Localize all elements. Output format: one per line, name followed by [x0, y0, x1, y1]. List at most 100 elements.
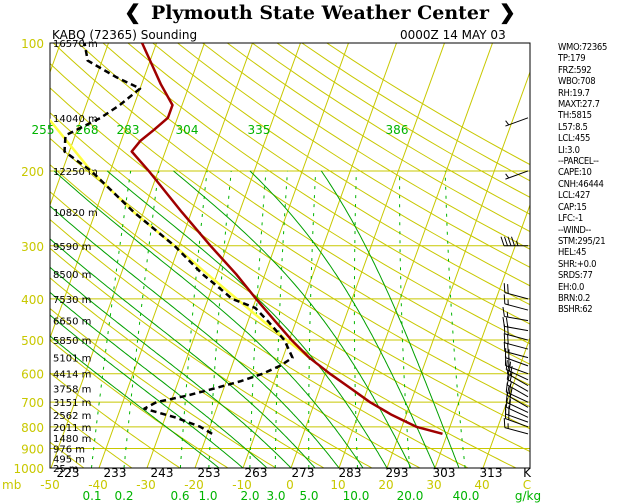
stability-index-item: WBO:708: [558, 76, 596, 88]
dry-adiabat-line: [251, 43, 530, 215]
dry-adiabat-line: [151, 43, 530, 287]
pressure-labels: 100 200 300 400 500 600 700 800 900 1000: [13, 37, 44, 476]
temperature-tick-label: 10: [330, 478, 345, 492]
mixing-ratio-tick-label: 40.0: [453, 489, 480, 503]
theta-label: 386: [386, 123, 409, 137]
dry-adiabat-line: [50, 339, 229, 468]
dry-adiabat-line: [50, 247, 373, 468]
moist-adiabat-line: [50, 314, 244, 468]
wind-barb: [504, 404, 529, 423]
stability-index-item: --WIND--: [558, 224, 592, 236]
wind-barb: [503, 341, 529, 359]
stability-index-item: CAP:15: [558, 201, 587, 213]
moist-adiabat-line: [50, 291, 268, 468]
temperature-tick-label: -30: [136, 478, 156, 492]
height-label: 3151 m: [53, 398, 91, 409]
moist-adiabat-line: [320, 170, 460, 468]
background-lines: [0, 24, 530, 477]
pressure-tick-label: 900: [21, 443, 44, 457]
mixing-ratio-tick-label: 2.0: [240, 489, 259, 503]
dry-adiabat-line: [127, 43, 530, 306]
temperature-tick-label: 30: [426, 478, 441, 492]
stability-index-item: FRZ:592: [558, 64, 592, 76]
height-label: 2011 m: [53, 423, 91, 434]
mixing-ratio-tick-label: 0.2: [114, 489, 133, 503]
mixing-ratio-line: [444, 170, 466, 468]
wind-barb: [505, 170, 529, 180]
kelvin-tick-label: 313: [480, 466, 503, 480]
theta-label: 283: [117, 123, 140, 137]
isotherm-line: [0, 24, 20, 477]
height-label: 14040 m: [53, 114, 98, 125]
wind-barb: [506, 385, 529, 408]
height-label: 495 m: [53, 455, 85, 466]
mixing-ratio-axis-label: g/kg: [515, 489, 541, 503]
pressure-tick-label: 600: [21, 368, 44, 382]
height-label: 16570 m: [53, 39, 98, 50]
wind-barb: [503, 418, 529, 435]
dry-adiabat-line: [226, 43, 530, 233]
stability-index-item: CNH:46444: [558, 178, 604, 190]
pressure-tick-label: 200: [21, 165, 44, 179]
dry-adiabat-line: [176, 43, 530, 268]
theta-label: 255: [32, 123, 55, 137]
moist-adiabat-line: [53, 170, 364, 468]
temperature-line: [130, 43, 443, 436]
mixing-ratio-line: [208, 170, 232, 468]
time-label: 0000Z 14 MAY 03: [400, 28, 506, 42]
page-title-text: Plymouth State Weather Center: [150, 2, 490, 24]
kelvin-tick-label: 243: [151, 466, 174, 480]
mixing-ratio-tick-label: 0.1: [82, 489, 101, 503]
height-label: 6650 m: [53, 317, 91, 328]
dry-adiabat-line: [102, 43, 530, 325]
stability-index-item: STM:295/21: [558, 235, 606, 247]
height-label: 12250 m: [53, 167, 98, 178]
dry-adiabat-line: [50, 137, 530, 453]
mixing-ratio-tick-label: 20.0: [397, 489, 424, 503]
height-labels: 16570 m 14040 m 12250 m 10820 m 9590 m 8500 m…: [53, 39, 98, 475]
stability-index-item: WMO:72365: [558, 42, 608, 53]
height-label: 3758 m: [53, 384, 91, 395]
moist-adiabat-line: [173, 170, 412, 468]
mixing-ratio-tick-label: 1.0: [198, 489, 217, 503]
mixing-ratio-tick-label: 3.0: [266, 489, 285, 503]
pressure-tick-label: 300: [21, 240, 44, 254]
stability-index-item: EH:0.0: [558, 281, 585, 293]
dry-adiabat-line: [50, 62, 530, 386]
height-label: 976 m: [53, 445, 85, 456]
stability-index-item: LI:3.0: [558, 144, 580, 156]
stability-index-item: BSHR:62: [558, 304, 593, 316]
height-label: 1480 m: [53, 434, 91, 445]
stability-index-item: HEL:45: [558, 247, 587, 259]
kelvin-tick-label: 273: [292, 466, 315, 480]
temperature-tick-label: -10: [232, 478, 252, 492]
pressure-tick-label: 500: [21, 334, 44, 348]
moist-adiabat-line: [249, 170, 436, 468]
isotherm-line: [146, 43, 302, 468]
stability-index-item: LCL:455: [558, 133, 591, 145]
wind-barb: [502, 316, 529, 332]
height-label: 2562 m: [53, 411, 91, 422]
kelvin-tick-label: 223: [57, 466, 80, 480]
wind-barb: [503, 294, 529, 311]
pressure-tick-label: 800: [21, 421, 44, 435]
temperature-tick-label: -40: [88, 478, 108, 492]
kelvin-tick-label: 303: [433, 466, 456, 480]
dry-adiabat-line: [52, 43, 530, 365]
moist-adiabat-line: [50, 205, 340, 468]
kelvin-axis-label: K: [523, 466, 532, 480]
axis-labels: mb -50 -40 -30 -20 -10 0 10 20 30 40 C 223 233 243 253 2…: [2, 466, 541, 503]
temperature-tick-label: 40: [474, 478, 489, 492]
wind-barb: [502, 306, 529, 322]
pressure-tick-label: 1000: [13, 462, 44, 476]
kelvin-tick-label: 233: [104, 466, 127, 480]
height-label: 4414 m: [53, 370, 91, 381]
plot-frame: [49, 42, 531, 469]
moist-adiabat-line: [50, 266, 292, 468]
wind-barbs: [500, 117, 529, 435]
mixing-ratio-line: [274, 170, 288, 468]
temperature-tick-label: 0: [286, 478, 294, 492]
isotherm-line: [50, 43, 158, 340]
